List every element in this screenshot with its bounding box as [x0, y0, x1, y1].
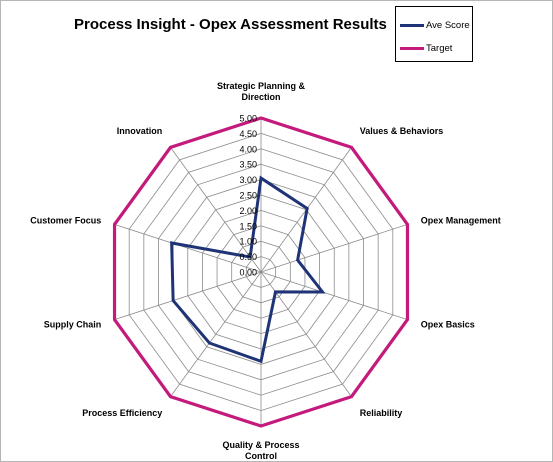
radial-tick-label: 0.50 [239, 252, 257, 262]
grid-spoke [260, 224, 408, 273]
chart-title: Process Insight - Opex Assessment Result… [74, 16, 387, 33]
radial-tick-label: 3.00 [239, 175, 257, 185]
radial-tick-label: 2.50 [239, 191, 257, 201]
category-label: Process Efficiency [82, 408, 162, 418]
category-label: Supply Chain [44, 319, 102, 329]
category-label: Opex Basics [421, 319, 475, 329]
category-label: Strategic Planning & [217, 81, 306, 91]
legend-item-ave-score: Ave Score [400, 18, 470, 32]
legend-label-ave-score: Ave Score [426, 19, 470, 31]
category-label: Customer Focus [30, 216, 101, 226]
grid-spoke [114, 224, 262, 273]
radial-tick-label: 1.00 [239, 237, 257, 247]
legend: Ave Score Target [395, 6, 473, 62]
category-label: Opex Management [421, 216, 501, 226]
legend-swatch-ave-score [400, 23, 424, 27]
category-label: Values & Behaviors [360, 126, 444, 136]
radial-tick-label: 5.00 [239, 114, 257, 124]
radial-tick-label: 3.50 [239, 160, 257, 170]
category-label: Direction [241, 92, 280, 102]
grid-spoke [170, 271, 262, 397]
legend-label-target: Target [426, 42, 453, 54]
radial-tick-label: 1.50 [239, 221, 257, 231]
grid-spoke [170, 147, 262, 273]
legend-swatch-target [400, 46, 424, 50]
radial-tick-label: 2.00 [239, 206, 257, 216]
category-label: Control [245, 451, 277, 461]
radial-tick-label: 0.00 [239, 268, 257, 278]
radial-tick-label: 4.00 [239, 144, 257, 154]
grid-spoke [114, 271, 262, 320]
radial-tick-label: 4.50 [239, 129, 257, 139]
legend-item-target: Target [400, 41, 452, 55]
category-label: Innovation [117, 126, 163, 136]
grid-spoke [260, 271, 408, 320]
category-label: Reliability [360, 408, 403, 418]
series-line-ave-score [170, 175, 326, 364]
category-label: Quality & Process [222, 440, 299, 450]
series-line-target [112, 116, 410, 428]
